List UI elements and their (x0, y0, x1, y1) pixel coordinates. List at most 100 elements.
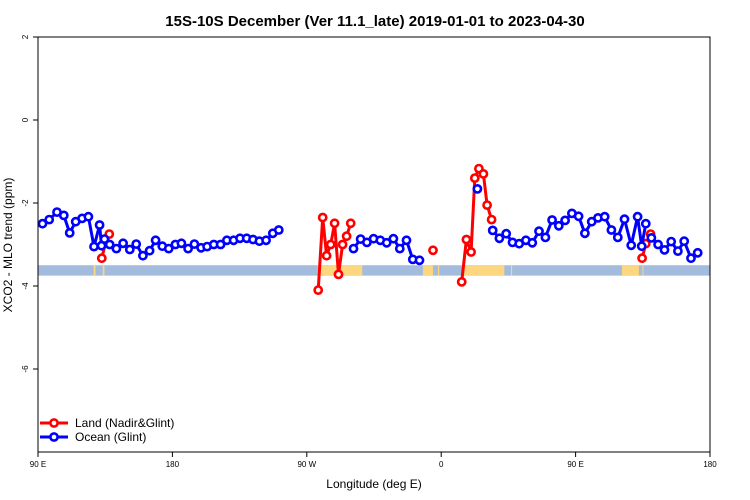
series-ocean (37, 183, 703, 266)
data-point (461, 234, 472, 245)
x-tick-label: 90 E (567, 460, 583, 469)
y-tick-label: -6 (21, 365, 30, 373)
data-point (111, 243, 122, 254)
data-point (612, 232, 623, 243)
x-axis-ticks: 90 E 180 90 W 0 90 E 180 (30, 452, 717, 469)
data-point (329, 218, 340, 229)
data-point (83, 211, 94, 222)
data-point (640, 218, 651, 229)
data-point (553, 220, 564, 231)
data-point (215, 239, 226, 250)
x-axis-label: Longitude (deg E) (326, 477, 421, 491)
land-band-span (621, 265, 639, 276)
y-axis-label: XCO2 - MLO trend (ppm) (1, 178, 15, 313)
data-point (692, 247, 703, 258)
data-point (183, 243, 193, 254)
data-point (547, 215, 557, 225)
data-point (686, 253, 696, 264)
data-point (124, 244, 135, 255)
data-point (666, 236, 677, 247)
land-band-span (422, 265, 433, 276)
y-tick-label: 2 (21, 34, 30, 39)
data-point (679, 236, 690, 247)
land-band-span (511, 265, 513, 276)
data-point (636, 241, 647, 252)
data-point (150, 235, 161, 246)
data-point (89, 241, 99, 252)
data-point (599, 211, 610, 222)
data-point (619, 214, 630, 225)
data-point (321, 250, 332, 261)
data-point (428, 245, 438, 256)
data-point (466, 247, 476, 257)
legend-label: Ocean (Glint) (75, 430, 146, 444)
data-point (501, 228, 512, 239)
data-point (394, 243, 405, 254)
data-point (176, 238, 187, 249)
data-point (388, 233, 399, 244)
legend: Land (Nadir&Glint)Ocean (Glint) (40, 416, 174, 444)
x-tick-label: 90 W (297, 460, 316, 469)
data-point (626, 240, 637, 251)
data-point (456, 276, 467, 287)
data-point (317, 212, 328, 223)
y-tick-label: 0 (21, 117, 30, 122)
data-point (313, 285, 324, 295)
data-point (137, 250, 148, 261)
data-point (494, 233, 505, 244)
data-point (478, 168, 489, 179)
y-axis-ticks: 2 0 -2 -4 -6 (21, 34, 38, 373)
data-point (37, 218, 48, 229)
y-tick-label: -2 (21, 199, 30, 207)
y-tick-label: -4 (21, 282, 30, 290)
data-point (94, 220, 105, 230)
data-point (333, 269, 344, 280)
plot-frame (37, 36, 711, 453)
data-point (104, 239, 115, 250)
data-point (673, 246, 683, 256)
data-point (64, 227, 75, 238)
data-point (144, 245, 155, 256)
data-point (573, 211, 584, 222)
land-band-span (642, 265, 644, 276)
data-point (131, 239, 142, 249)
data-point (341, 231, 352, 242)
plot-series (37, 163, 703, 295)
ocean-band (38, 265, 710, 276)
data-point (606, 225, 617, 235)
data-point (486, 214, 497, 225)
data-point (401, 235, 412, 246)
data-point (469, 173, 480, 183)
data-point (58, 210, 69, 221)
data-point (560, 215, 570, 226)
data-point (345, 218, 356, 229)
data-point (482, 200, 492, 210)
data-point (273, 225, 284, 235)
data-point (632, 211, 643, 222)
data-point (261, 235, 271, 246)
data-point (653, 239, 663, 250)
data-point (348, 243, 359, 254)
x-tick-label: 180 (703, 460, 717, 469)
data-point (646, 232, 657, 243)
data-point (163, 243, 174, 254)
data-point (414, 255, 425, 266)
land-band-span (438, 265, 440, 276)
data-point (527, 237, 538, 248)
data-point (99, 234, 110, 244)
data-point (337, 239, 348, 250)
data-point (534, 226, 544, 237)
land-band-span (102, 265, 105, 276)
data-point (325, 239, 336, 250)
legend-marker (49, 432, 59, 442)
data-point (637, 253, 647, 264)
chart-title: 15S-10S December (Ver 11.1_late) 2019-01… (165, 13, 584, 30)
data-point (381, 237, 392, 248)
data-point (487, 225, 498, 236)
legend-marker (49, 418, 59, 428)
data-point (118, 238, 128, 249)
coverage-band (38, 265, 710, 276)
x-tick-label: 180 (166, 460, 180, 469)
data-point (580, 228, 590, 239)
